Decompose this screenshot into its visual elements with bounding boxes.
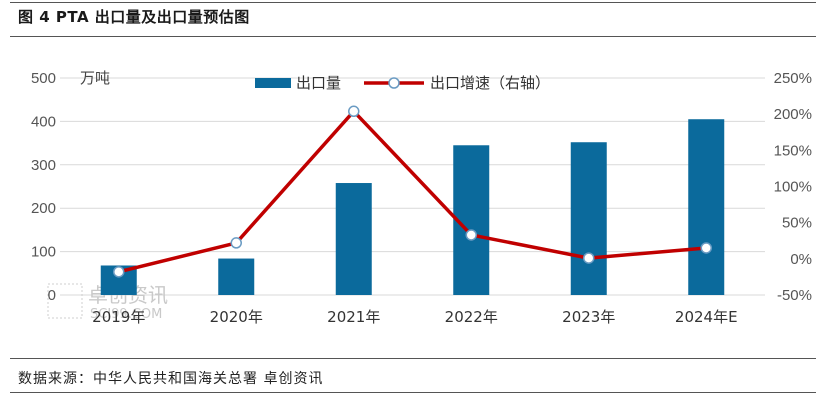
right-tick-label: 0% [790, 251, 812, 268]
x-tick-label: 2021年 [327, 308, 380, 326]
bar-series [100, 119, 725, 295]
growth-line [118, 109, 707, 274]
right-tick-label: 50% [782, 215, 812, 232]
bar [688, 119, 725, 295]
left-tick-label: 400 [31, 113, 56, 130]
right-tick-label: 100% [774, 179, 812, 196]
grid-lines [60, 77, 765, 296]
x-tick-label: 2024年E [675, 308, 738, 326]
bottom-rule [10, 392, 816, 393]
right-tick-label: 200% [774, 106, 812, 123]
right-tick-label: 250% [774, 70, 812, 87]
title-rule [10, 36, 816, 37]
line-point [113, 266, 125, 278]
axis-labels: 0 100 200 300 400 500 万吨 -50% 0% 50% 100% 150% 200% 2… [31, 69, 812, 326]
top-rule [10, 2, 816, 3]
line-series [113, 105, 712, 278]
left-tick-label: 100 [31, 244, 56, 261]
bar [335, 183, 372, 295]
line-point [348, 105, 360, 118]
left-tick-label: 500 [31, 70, 56, 87]
right-tick-label: -50% [777, 287, 812, 304]
figure-title: 图 4 PTA 出口量及出口量预估图 [18, 8, 250, 26]
watermark-logo-icon [47, 283, 83, 319]
legend: 出口量 出口增速（右轴） [255, 74, 550, 92]
x-tick-label: 2023年 [562, 308, 615, 326]
legend-bar-swatch [255, 78, 291, 88]
left-tick-label: 300 [31, 157, 56, 174]
left-axis-unit: 万吨 [80, 69, 110, 87]
legend-line-label: 出口增速（右轴） [430, 74, 550, 92]
x-tick-label: 2019年 [92, 308, 145, 326]
legend-bar-label: 出口量 [296, 74, 341, 92]
x-tick-label: 2020年 [210, 308, 263, 326]
left-tick-label: 200 [31, 200, 56, 217]
source-rule [10, 358, 816, 359]
source-note: 数据来源：中华人民共和国海关总署 卓创资讯 [18, 371, 324, 387]
bar [218, 258, 255, 295]
line-point [583, 252, 595, 264]
x-tick-label: 2022年 [445, 308, 498, 326]
watermark-en: SCI99.COM [90, 307, 162, 322]
line-point [230, 237, 242, 249]
line-point [465, 229, 477, 241]
line-point [700, 242, 712, 254]
right-tick-label: 150% [774, 142, 812, 159]
bar [570, 142, 607, 295]
left-tick-label: 0 [48, 287, 56, 304]
legend-line-marker [388, 77, 400, 89]
